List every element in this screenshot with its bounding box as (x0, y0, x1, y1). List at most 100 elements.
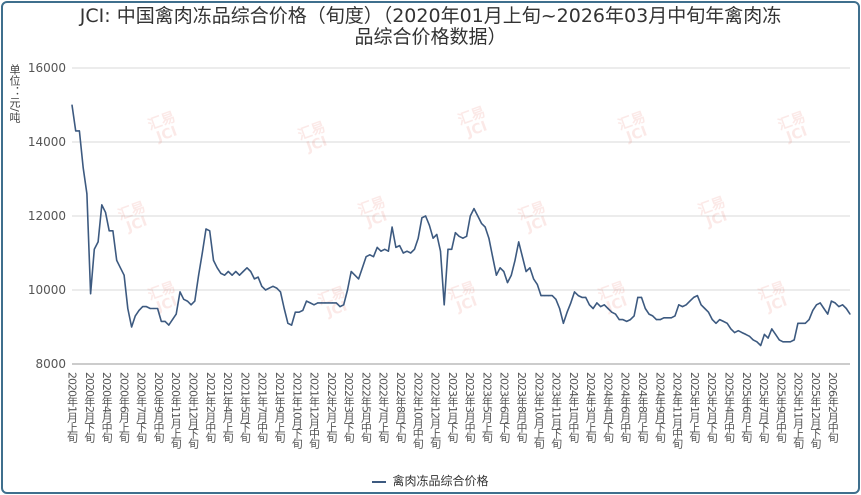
x-tick-label: 2024年1月中旬 (567, 372, 580, 444)
data-point (678, 304, 680, 306)
data-point (577, 295, 579, 297)
data-point (313, 304, 315, 306)
data-point (547, 295, 550, 297)
data-point (815, 304, 818, 306)
data-point (585, 296, 587, 298)
data-point (700, 304, 702, 306)
data-point (600, 306, 602, 308)
data-point (395, 246, 397, 248)
watermark-text: JCI (304, 133, 330, 155)
data-point (838, 306, 840, 308)
data-point (425, 215, 427, 217)
data-point (287, 322, 289, 324)
watermark-text: JCI (464, 118, 490, 140)
data-point (224, 274, 226, 276)
data-point (253, 278, 255, 280)
x-tick-label: 2020年7月下旬 (135, 372, 148, 444)
data-point (499, 267, 501, 269)
watermark-text: JCI (524, 213, 550, 235)
legend[interactable]: 禽肉冻品综合价格 (0, 472, 861, 489)
data-point (559, 307, 561, 310)
watermark-text: JCI (154, 293, 180, 315)
data-point (153, 307, 155, 310)
data-point (97, 241, 99, 243)
data-point (745, 333, 747, 335)
data-point (432, 237, 434, 239)
data-point (518, 241, 520, 243)
x-tick-label: 2022年2月上旬 (325, 372, 338, 444)
x-tick-label: 2024年8月上旬 (636, 372, 649, 444)
series-layer (71, 104, 851, 347)
x-tick-label: 2025年6月上旬 (740, 372, 753, 444)
data-point (417, 237, 419, 239)
watermark-text: JCI (154, 123, 180, 145)
data-point (492, 256, 494, 258)
x-tick-label: 2022年3月下旬 (342, 372, 355, 444)
data-point (265, 289, 267, 291)
data-point (291, 324, 293, 326)
data-point (343, 304, 345, 306)
data-point (566, 311, 568, 313)
data-point (674, 315, 676, 317)
data-point (328, 302, 330, 304)
data-point (622, 319, 624, 321)
data-point (235, 270, 237, 273)
watermark-text: JCI (454, 293, 480, 315)
data-point (748, 335, 751, 337)
x-tick-label: 2023年1月下旬 (446, 372, 459, 444)
data-point (283, 307, 285, 310)
x-tick-label: 2025年9月中旬 (774, 372, 787, 444)
data-point (614, 313, 617, 315)
data-point (648, 313, 650, 315)
x-tick-label: 2023年10月上旬 (532, 372, 545, 450)
data-point (86, 193, 88, 195)
data-point (823, 307, 825, 310)
data-point (477, 215, 479, 217)
x-tick-label: 2023年5月上旬 (480, 372, 493, 444)
x-tick-label: 2020年6月上旬 (117, 372, 130, 444)
x-tick-label: 2024年11月中旬 (671, 372, 684, 450)
data-point (238, 274, 241, 276)
data-point (637, 296, 639, 298)
y-axis-ticks: 8000 10000 12000 14000 16000 (28, 61, 66, 371)
data-point (506, 282, 509, 284)
data-point (466, 235, 468, 237)
data-point (581, 296, 583, 298)
x-tick-label: 2025年2月下旬 (705, 372, 718, 444)
x-tick-label: 2023年11月下旬 (550, 372, 563, 450)
data-point (332, 302, 334, 304)
data-point (365, 256, 367, 258)
x-tick-label: 2020年11月上旬 (169, 372, 182, 450)
data-point (78, 130, 80, 132)
data-point (384, 248, 386, 250)
x-tick-label: 2022年7月上旬 (377, 372, 390, 444)
x-tick-label: 2025年4月中旬 (722, 372, 735, 444)
data-point (119, 267, 121, 269)
data-point (842, 304, 844, 306)
data-point (495, 274, 497, 276)
data-point (142, 306, 144, 308)
data-point (540, 295, 542, 297)
data-point (801, 322, 803, 324)
x-tick-label: 2020年4月中旬 (100, 372, 113, 444)
x-tick-label: 2026年2月中旬 (826, 372, 839, 444)
data-point (592, 307, 594, 310)
data-point (462, 237, 464, 239)
data-point (808, 319, 810, 321)
watermark-text: JCI (784, 123, 810, 145)
data-point (544, 295, 546, 297)
data-point (730, 328, 732, 330)
data-point (670, 317, 672, 319)
data-point (693, 296, 695, 298)
data-point (447, 248, 449, 250)
data-point (399, 245, 401, 247)
data-point (157, 307, 159, 310)
data-point (685, 304, 687, 306)
data-point (503, 270, 505, 273)
